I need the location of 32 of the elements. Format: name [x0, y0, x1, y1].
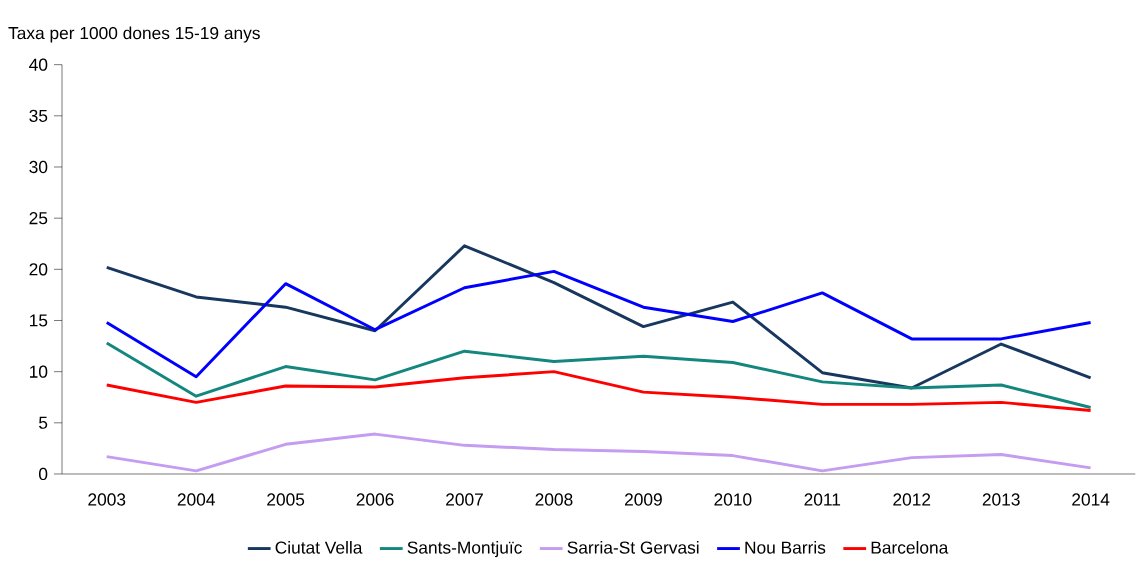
- line-series: [105, 370, 1093, 413]
- y-tick-label: 25: [29, 212, 48, 225]
- x-tick-label: 2014: [1072, 493, 1110, 506]
- y-tick-label: 20: [29, 263, 48, 276]
- x-tick-label: 2005: [267, 493, 305, 506]
- line-series: [105, 341, 1093, 410]
- x-tick-label: 2013: [982, 493, 1020, 506]
- line-series: [105, 270, 1093, 379]
- x-tick-label: 2010: [714, 493, 752, 506]
- x-tick-label: 2003: [88, 493, 126, 506]
- x-tick-label: 2004: [177, 493, 215, 506]
- x-tick-label: 2007: [446, 493, 483, 506]
- y-tick-label: 15: [30, 314, 48, 327]
- legend-label: Barcelona: [871, 541, 949, 554]
- x-tick-label: 2011: [804, 493, 841, 506]
- y-tick-label: 35: [29, 109, 48, 123]
- x-tick-label: 2009: [625, 493, 662, 506]
- y-axis-title: Taxa per 1000 dones 15-19 anys: [8, 26, 260, 43]
- x-tick-label: 2006: [356, 493, 394, 506]
- line-series: [105, 244, 1093, 390]
- y-tick-label: 10: [30, 365, 48, 378]
- legend-label: Nou Barris: [745, 541, 826, 554]
- y-tick-label: 0: [39, 468, 48, 481]
- line-series: [105, 432, 1093, 473]
- y-tick-label: 40: [29, 58, 48, 71]
- y-tick-label: 5: [39, 416, 48, 430]
- x-tick-label: 2008: [535, 493, 573, 506]
- legend-label: Ciutat Vella: [275, 541, 363, 554]
- x-tick-label: 2012: [893, 493, 931, 506]
- legend-label: Sants-Montjuïc: [407, 541, 522, 558]
- y-tick-label: 30: [29, 161, 48, 174]
- legend-label: Sarria-St Gervasi: [567, 541, 699, 554]
